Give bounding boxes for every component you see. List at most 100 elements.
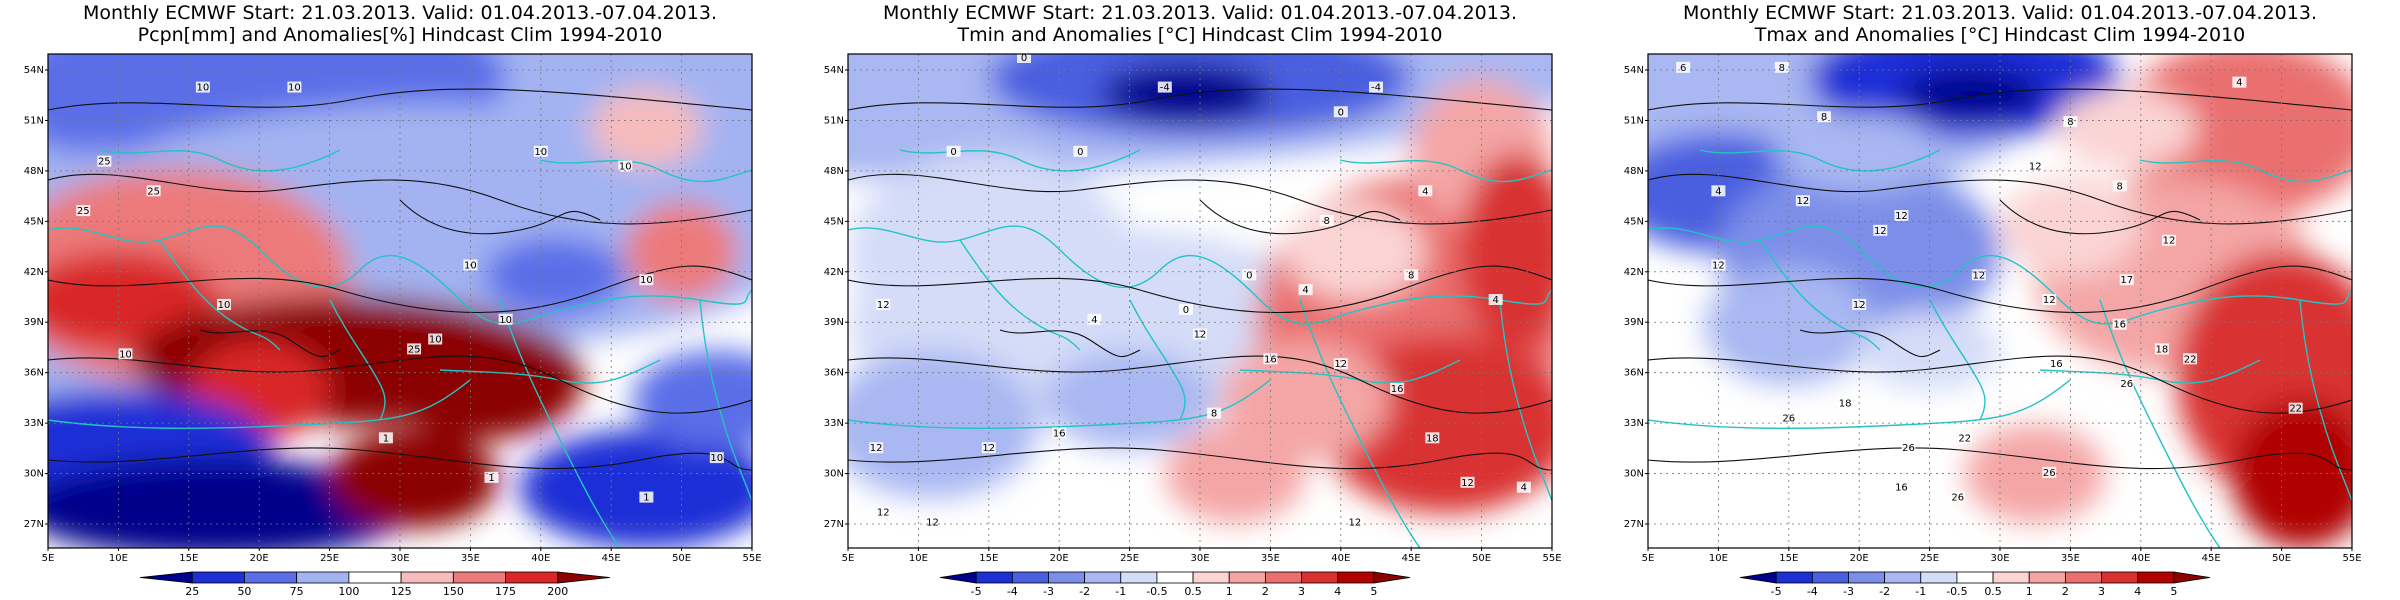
colorbar-label: -5 bbox=[971, 585, 982, 598]
contour-label-box bbox=[2183, 353, 2198, 365]
coastline bbox=[848, 225, 1361, 325]
contour-line bbox=[1199, 199, 1401, 235]
contour-label-box bbox=[1178, 303, 1193, 315]
colorbar-label: 50 bbox=[237, 585, 251, 598]
longitude-label: 30E bbox=[1990, 553, 2009, 564]
colorbar-label: -0.5 bbox=[1946, 585, 1967, 598]
colorbar-label: -1 bbox=[1915, 585, 1926, 598]
colorbar-label: -2 bbox=[1879, 585, 1890, 598]
colorbar-label: 5 bbox=[1370, 585, 1377, 598]
longitude-label: 30E bbox=[390, 553, 409, 564]
latitude-label: 27N bbox=[824, 519, 844, 530]
contour-label-box bbox=[1852, 298, 1867, 310]
contour-label: 10 bbox=[429, 335, 442, 346]
colorbar-segment bbox=[452, 571, 506, 584]
contour-label-box bbox=[618, 160, 633, 172]
colorbar-segment bbox=[1920, 571, 1958, 584]
contour-label-box bbox=[1418, 185, 1433, 197]
contour-label: 4 bbox=[1521, 483, 1527, 494]
contour-label-box bbox=[195, 81, 210, 93]
anomaly-area bbox=[484, 236, 626, 316]
colorbar-label: -3 bbox=[1043, 585, 1054, 598]
contour-label-box bbox=[1157, 81, 1172, 93]
contour-label: 0 bbox=[1246, 270, 1252, 281]
contour-label: 12 bbox=[1349, 517, 1362, 528]
contour-label: 4 bbox=[1422, 186, 1428, 197]
colorbar-segment bbox=[191, 571, 245, 584]
colorbar-label: -4 bbox=[1007, 585, 1018, 598]
contour-label: 6 bbox=[1680, 63, 1686, 74]
latitude-label: 30N bbox=[24, 469, 44, 480]
contour-label-box bbox=[1711, 185, 1726, 197]
contour-label: 0 bbox=[1338, 107, 1344, 118]
contour-label-box bbox=[1488, 294, 1503, 305]
colorbar-label: 2 bbox=[2062, 585, 2069, 598]
contour-label-box bbox=[2042, 294, 2057, 305]
contour-line bbox=[1648, 355, 2352, 414]
contour-label-box bbox=[1460, 476, 1475, 488]
colorbar: 25 50 75 100 125 150 175 200 bbox=[139, 571, 611, 598]
contours bbox=[48, 88, 752, 471]
contour-label-box bbox=[1390, 382, 1405, 394]
contour-label-box bbox=[287, 81, 302, 93]
panel-title-line2: Tmin and Anomalies [°C] Hindcast Clim 19… bbox=[957, 24, 1443, 46]
contour-label-box bbox=[2028, 160, 2043, 172]
contour-label-box bbox=[1873, 224, 1888, 236]
contour-line bbox=[1648, 88, 2352, 111]
contour-label: 10 bbox=[197, 83, 210, 94]
longitude-label: 15E bbox=[979, 553, 998, 564]
coastline bbox=[539, 159, 752, 183]
colorbar-segment bbox=[939, 571, 977, 584]
contour-label: 12 bbox=[1973, 270, 1986, 281]
coastline bbox=[99, 149, 341, 172]
coastline bbox=[48, 379, 471, 429]
contour-label: 16 bbox=[1895, 483, 1908, 494]
colorbar-label: 2 bbox=[1262, 585, 1269, 598]
latitude-label: 27N bbox=[24, 519, 44, 530]
longitude-label: 40E bbox=[531, 553, 550, 564]
contour-label: 12 bbox=[1461, 478, 1474, 489]
contour-line bbox=[848, 355, 1552, 414]
longitude-label: 35E bbox=[2061, 553, 2080, 564]
colorbar-segment bbox=[400, 571, 454, 584]
contour-label: 26 bbox=[2120, 379, 2133, 390]
contour-label-box bbox=[1516, 481, 1531, 493]
contour-label: 18 bbox=[1426, 433, 1439, 444]
colorbar-label: 5 bbox=[2170, 585, 2177, 598]
contour-label: 8 bbox=[1324, 216, 1330, 227]
contour-label: 8 bbox=[2116, 181, 2122, 192]
contour-label: 4 bbox=[1091, 315, 1097, 326]
anomaly-area bbox=[1284, 202, 1426, 301]
contour-label-box bbox=[869, 442, 884, 454]
colorbar-segment bbox=[1992, 571, 2030, 584]
contour-label-box bbox=[1073, 145, 1088, 157]
contour-label-box bbox=[2042, 466, 2057, 478]
colorbar-segment bbox=[1048, 571, 1086, 584]
contour-label: 12 bbox=[1874, 226, 1887, 237]
colorbar-segment bbox=[1775, 571, 1813, 584]
colorbar-label: 1 bbox=[2026, 585, 2033, 598]
contour-label-box bbox=[1781, 412, 1796, 424]
contour-label-box bbox=[1347, 516, 1362, 528]
coastline bbox=[1339, 159, 1552, 183]
latitude-label: 42N bbox=[24, 267, 44, 278]
contour-label: 12 bbox=[1797, 196, 1810, 207]
contour-label-box bbox=[217, 298, 231, 310]
longitude-label: 45E bbox=[602, 553, 621, 564]
colorbar-label: 25 bbox=[185, 585, 199, 598]
longitude-label: 25E bbox=[320, 553, 339, 564]
contour-label-box bbox=[639, 491, 654, 503]
latitude-label: 33N bbox=[24, 418, 44, 429]
contour-label: 17 bbox=[2120, 275, 2133, 286]
contour-line bbox=[848, 447, 1552, 471]
colorbar-segment bbox=[348, 571, 402, 584]
contour-label: 16 bbox=[1391, 384, 1404, 395]
anomaly-area bbox=[48, 459, 415, 548]
contour-label: 10 bbox=[499, 315, 512, 326]
latitude-label: 42N bbox=[1624, 267, 1644, 278]
latitude-label: 51N bbox=[24, 115, 44, 126]
contour-label: 18 bbox=[1839, 399, 1852, 410]
anomaly-field bbox=[48, 54, 752, 548]
colorbar-segment bbox=[1120, 571, 1158, 584]
contour-label-box bbox=[2232, 76, 2247, 88]
